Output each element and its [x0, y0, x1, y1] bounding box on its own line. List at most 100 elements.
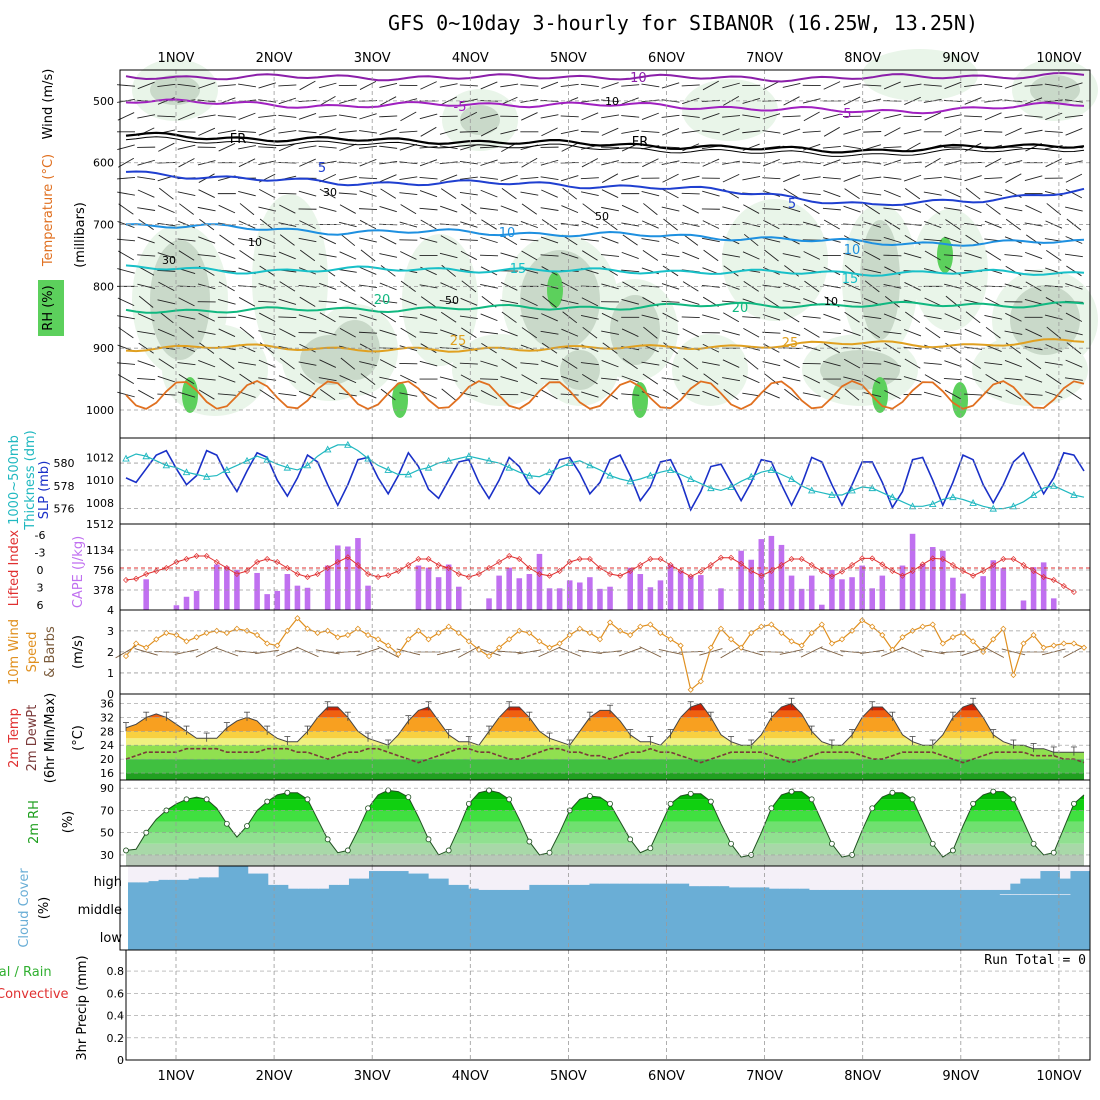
wind-barb — [359, 80, 377, 90]
li-marker — [838, 568, 845, 575]
rh-contour-label: 10 — [248, 236, 262, 249]
rh-marker — [183, 796, 190, 803]
wind-barb — [541, 313, 558, 322]
cloud-gap — [619, 866, 630, 884]
slp-bottom-tick: 1512 — [86, 518, 114, 531]
temp-band — [126, 773, 1084, 780]
wind-barb — [501, 311, 517, 323]
wind-barb — [318, 160, 337, 165]
wind-barb — [802, 392, 821, 397]
rh-marker — [223, 820, 230, 827]
wind-barb — [380, 265, 396, 277]
wind-barb — [622, 281, 639, 292]
wind-barb — [621, 269, 640, 273]
li-marker — [344, 554, 351, 561]
cloud-gap — [418, 866, 430, 874]
slp-line — [125, 449, 1085, 512]
cape-bar — [193, 590, 200, 610]
wind-marker — [133, 640, 140, 647]
rh-marker — [950, 847, 956, 854]
wind-barb — [561, 252, 579, 259]
wind-barb — [1046, 373, 1062, 385]
wind-barb — [238, 297, 256, 307]
li-marker — [738, 560, 745, 567]
wind-barb-10m — [779, 648, 804, 655]
cloud-gap — [889, 866, 901, 890]
wind-barb — [924, 250, 941, 261]
wind-barb — [278, 298, 297, 305]
wind-barb — [562, 187, 578, 200]
wind-barb — [621, 299, 640, 305]
wind-barb — [945, 342, 961, 354]
wind-barb — [943, 254, 962, 257]
wind-barb — [298, 361, 317, 366]
wind-barb — [420, 390, 437, 399]
wind-marker — [455, 629, 462, 637]
wind-marker — [183, 638, 190, 645]
wind-marker — [859, 617, 866, 624]
wind-marker — [213, 627, 220, 634]
thickness-marker — [586, 461, 594, 469]
cape-bar — [425, 567, 432, 610]
temp-band — [126, 731, 1084, 739]
cloud-gap — [819, 866, 830, 890]
li-marker — [808, 562, 815, 568]
wind-barb — [480, 146, 499, 149]
rh-band — [126, 854, 1084, 866]
wind-barb — [501, 187, 517, 200]
rh-marker — [707, 798, 714, 805]
rh-marker — [344, 847, 351, 854]
wind-barb — [803, 327, 820, 338]
wind-marker — [445, 623, 452, 630]
wind-barb — [701, 237, 720, 243]
wind-barb — [480, 176, 499, 180]
rh-marker — [365, 805, 371, 812]
wind-barb — [903, 174, 922, 182]
cape-bar — [627, 567, 633, 610]
date-label-bottom: 7NOV — [746, 1069, 783, 1084]
wind-marker — [667, 636, 674, 643]
temp-band — [126, 710, 1084, 718]
cape-bar — [839, 579, 845, 610]
wind-barb — [520, 362, 539, 365]
wind-barb — [802, 221, 821, 228]
wind-barb — [259, 312, 276, 322]
wind-barb — [439, 376, 458, 382]
cloud-gap — [1049, 894, 1061, 895]
isotherm-label: -5 — [454, 100, 467, 115]
thickness-marker — [505, 463, 513, 471]
wind-marker — [788, 638, 795, 645]
wind-barb — [239, 326, 255, 339]
li-marker — [486, 565, 493, 571]
wind-barb — [923, 191, 942, 196]
wind-marker — [163, 629, 170, 637]
li-marker — [859, 555, 866, 562]
cloud-category-label: high — [94, 875, 122, 890]
wind-barb — [178, 112, 195, 121]
thickness-marker — [646, 471, 655, 479]
cape-bar — [698, 575, 704, 610]
wind-barb — [217, 129, 236, 134]
wind-barb — [480, 207, 499, 211]
wind-barb — [338, 192, 357, 195]
rh-marker — [687, 790, 694, 797]
wind-marker — [576, 625, 583, 632]
rh-marker — [970, 800, 976, 807]
wind-barb — [843, 96, 861, 106]
cape-bar — [445, 564, 452, 610]
wind-marker — [647, 621, 654, 628]
temp-tick: 24 — [100, 739, 114, 752]
wind-barb — [662, 312, 679, 322]
wind-barb — [440, 96, 457, 106]
wind-barb — [419, 190, 438, 198]
cape-bar — [284, 574, 291, 610]
wind-barb — [480, 331, 499, 335]
wind-barb — [500, 252, 518, 259]
isotherm-label: 20 — [374, 293, 391, 308]
wind-barb — [964, 328, 982, 337]
wind-barb — [964, 346, 983, 350]
cloud-gap — [789, 866, 800, 889]
wind-marker — [919, 623, 926, 630]
wind-barb — [601, 206, 619, 212]
wind-barb — [722, 128, 740, 136]
